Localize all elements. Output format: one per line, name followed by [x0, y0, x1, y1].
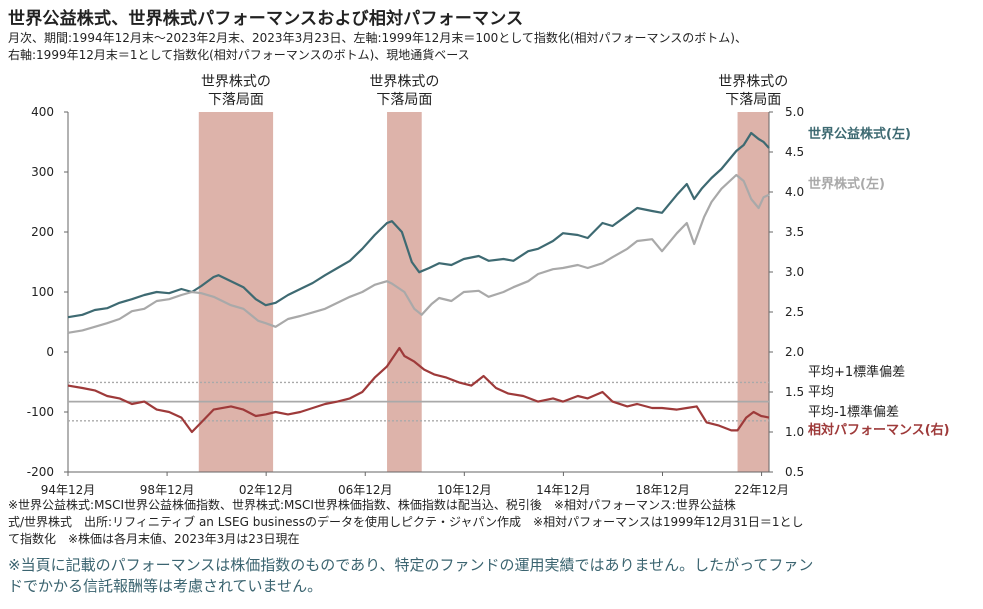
right-tick-label: 3.5 [785, 225, 804, 239]
left-tick-label: 100 [31, 285, 54, 299]
right-tick-label: 0.5 [785, 465, 804, 479]
right-tick-label: 4.5 [785, 145, 804, 159]
footnote-line-2: 式/世界株式 出所:リフィニティブ an LSEG businessのデータを使… [8, 515, 804, 529]
footnotes: ※世界公益株式:MSCI世界公益株価指数、世界株式:MSCI世界株価指数、株価指… [8, 497, 968, 548]
right-tick-label: 2.5 [785, 305, 804, 319]
shaded-period-3 [737, 112, 769, 472]
shaded-period-label-3-line1: 世界株式の [718, 74, 788, 90]
subtitle-line-2: 右軸:1999年12月末＝1として指数化(相対パフォーマンスのボトム)、現地通貨… [8, 48, 470, 62]
page-title: 世界公益株式、世界株式パフォーマンスおよび相対パフォーマンス [8, 9, 524, 29]
right-tick-label: 2.0 [785, 345, 804, 359]
left-tick-label: 300 [31, 165, 54, 179]
right-tick-label: 1.0 [785, 425, 804, 439]
x-tick-label: 94年12月 [41, 483, 96, 497]
x-tick-label: 10年12月 [437, 483, 492, 497]
shaded-period-label-1-line2: 下落局面 [208, 92, 264, 108]
shaded-period-label-2-line1: 世界株式の [369, 74, 439, 90]
footnote-line-1: ※世界公益株式:MSCI世界公益株価指数、世界株式:MSCI世界株価指数、株価指… [8, 498, 736, 512]
reference-line-label-2: 平均 [808, 385, 834, 400]
disclaimer: ※当頁に記載のパフォーマンスは株価指数のものであり、特定のファンドの運用実績では… [8, 555, 968, 597]
shaded-period-label-2-line2: 下落局面 [376, 92, 432, 108]
disclaimer-line-2: ドでかかる信託報酬等は考慮されていません。 [8, 577, 323, 595]
x-tick-label: 06年12月 [338, 483, 393, 497]
left-tick-label: 0 [46, 345, 54, 359]
subtitle-line-1: 月次、期間:1994年12月末～2023年2月末、2023年3月23日、左軸:1… [8, 31, 747, 45]
reference-line-label-1: 平均+1標準偏差 [808, 364, 905, 380]
x-tick-label: 22年12月 [734, 483, 789, 497]
disclaimer-line-1: ※当頁に記載のパフォーマンスは株価指数のものであり、特定のファンドの運用実績では… [8, 556, 814, 574]
shaded-period-label-1-line1: 世界株式の [201, 74, 271, 90]
reference-line-label-3: 平均-1標準偏差 [808, 404, 899, 420]
chart-subtitle: 月次、期間:1994年12月末～2023年2月末、2023年3月23日、左軸:1… [8, 30, 968, 64]
x-tick-label: 18年12月 [635, 483, 690, 497]
left-tick-label: -100 [27, 405, 54, 419]
right-tick-label: 4.0 [785, 185, 804, 199]
shaded-period-label-3-line2: 下落局面 [725, 92, 781, 108]
right-tick-label: 5.0 [785, 105, 804, 119]
x-tick-label: 98年12月 [140, 483, 195, 497]
left-tick-label: 400 [31, 105, 54, 119]
x-tick-label: 14年12月 [536, 483, 591, 497]
footnote-line-3: て指数化 ※株価は各月末値、2023年3月は23日現在 [8, 532, 300, 546]
series-line-utilities [67, 131, 770, 319]
right-tick-label: 3.0 [785, 265, 804, 279]
series-line-relative [67, 346, 770, 434]
series-label-utilities: 世界公益株式(左) [808, 126, 911, 142]
series-label-world: 世界株式(左) [808, 176, 885, 192]
left-tick-label: -200 [27, 465, 54, 479]
x-tick-label: 02年12月 [239, 483, 294, 497]
series-line-world [67, 173, 770, 334]
left-tick-label: 200 [31, 225, 54, 239]
right-tick-label: 1.5 [785, 385, 804, 399]
series-label-relative: 相対パフォーマンス(右) [808, 422, 950, 438]
shaded-period-1 [198, 112, 274, 472]
